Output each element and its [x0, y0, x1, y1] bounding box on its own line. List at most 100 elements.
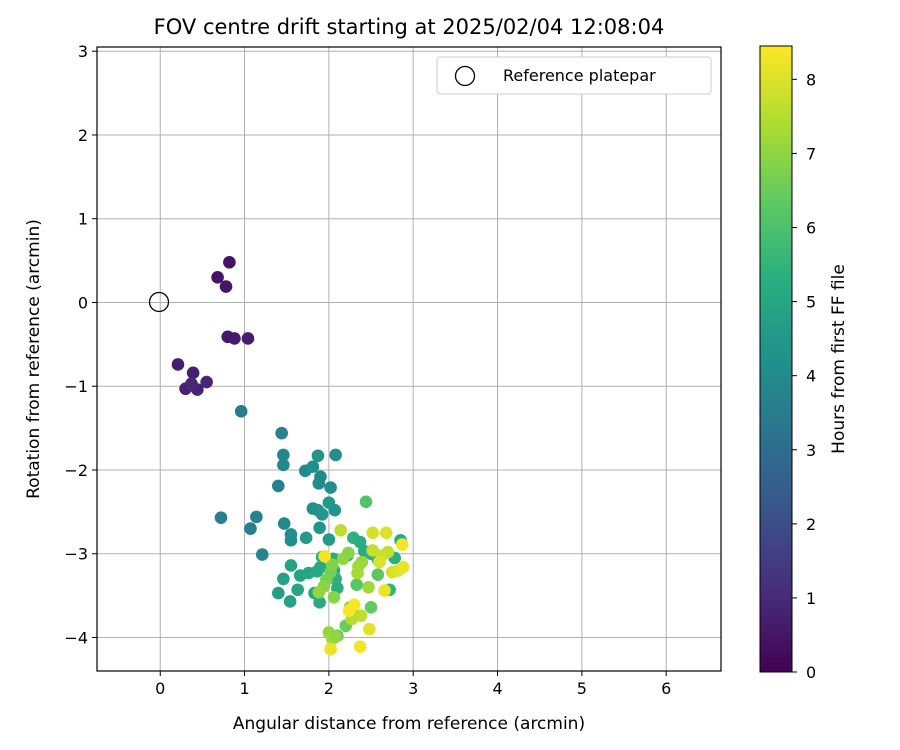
scatter-point [396, 560, 410, 574]
scatter-point [364, 601, 378, 614]
scatter-point [318, 549, 331, 563]
scatter-point [244, 522, 257, 535]
scatter-point [379, 526, 393, 540]
scatter-point [341, 546, 355, 560]
x-tick-label: 1 [239, 679, 249, 698]
scatter-point [329, 630, 342, 643]
x-tick-label: 2 [324, 679, 334, 698]
scatter-point [334, 523, 347, 537]
scatter-point [214, 511, 228, 525]
scatter-point [353, 640, 367, 654]
scatter-point [241, 332, 255, 345]
y-axis-ticks: −4 −3 −2 −1 0 1 2 3 [64, 42, 97, 647]
legend: Reference platepar [436, 56, 712, 95]
scatter-point [275, 426, 288, 440]
scatter-point [378, 584, 391, 597]
scatter-point [284, 534, 298, 547]
y-tick-label: −1 [64, 377, 88, 396]
y-tick-label: −3 [64, 545, 88, 564]
colorbar-gradient [759, 45, 793, 673]
scatter-point [351, 566, 364, 580]
scatter-point [381, 545, 395, 559]
x-tick-label: 5 [577, 679, 587, 698]
scatter-point [371, 568, 385, 581]
scatter-point [211, 271, 224, 284]
colorbar-tick-label: 7 [806, 144, 816, 163]
scatter-point [314, 560, 327, 574]
x-tick-label: 0 [155, 679, 165, 698]
scatter-point [324, 642, 337, 656]
scatter-point [255, 548, 269, 561]
scatter-point [219, 280, 233, 293]
y-tick-label: −4 [64, 628, 88, 647]
scatter-point [313, 521, 326, 535]
scatter-point [395, 538, 409, 551]
scatter-point [291, 583, 304, 597]
x-tick-label: 6 [661, 679, 671, 698]
colorbar-ticks: 0 1 2 3 4 5 6 7 8 [792, 70, 816, 682]
scatter-point [306, 460, 320, 473]
plot-frame [96, 46, 722, 672]
scatter-point [277, 458, 290, 472]
data-points [171, 255, 410, 656]
scatter-point [284, 559, 298, 572]
scatter-point [271, 586, 285, 600]
scatter-point [200, 375, 213, 389]
colorbar-label: Hours from first FF file [829, 264, 849, 454]
colorbar-tick-label: 2 [806, 515, 816, 534]
y-tick-label: 0 [78, 293, 88, 312]
scatter-point [311, 449, 325, 463]
colorbar-tick-label: 8 [806, 70, 816, 89]
scatter-point [312, 585, 326, 599]
scatter-point [277, 517, 291, 530]
scatter-point [366, 526, 380, 540]
y-axis-label: Rotation from reference (arcmin) [24, 219, 44, 499]
scatter-point [228, 332, 241, 345]
scatter-point [186, 366, 200, 380]
y-tick-label: 3 [78, 42, 88, 61]
chart-title: FOV centre drift starting at 2025/02/04 … [154, 15, 665, 39]
x-tick-label: 4 [492, 679, 502, 698]
colorbar-tick-label: 0 [806, 663, 816, 682]
x-axis-label: Angular distance from reference (arcmin) [233, 714, 585, 734]
scatter-point [271, 479, 285, 493]
scatter-point [185, 377, 198, 391]
scatter-point [328, 503, 342, 517]
scatter-point [322, 533, 336, 546]
scatter-point [359, 495, 373, 509]
y-tick-label: 1 [78, 210, 88, 229]
reference-marker [148, 291, 170, 313]
scatter-point [283, 595, 297, 608]
scatter-point [324, 481, 337, 494]
scatter-point [350, 578, 364, 592]
scatter-point [329, 448, 342, 462]
scatter-point [373, 555, 386, 569]
y-tick-label: −2 [64, 461, 88, 480]
legend-marker [454, 65, 476, 87]
colorbar-tick-label: 3 [806, 441, 816, 460]
scatter-point [234, 405, 248, 418]
scatter-point [342, 604, 356, 617]
scatter-point [313, 596, 326, 609]
scatter-point [363, 622, 376, 636]
grid-lines [97, 47, 721, 671]
legend-entry-reference-platepar: Reference platepar [503, 66, 656, 85]
scatter-point [277, 448, 290, 462]
x-tick-label: 3 [408, 679, 418, 698]
colorbar: 0 1 2 3 4 5 6 7 8 Hours from first FF file [759, 45, 849, 682]
scatter-point [366, 544, 380, 557]
colorbar-tick-label: 4 [806, 367, 816, 386]
scatter-point [299, 531, 313, 545]
y-tick-label: 2 [78, 126, 88, 145]
scatter-point [315, 508, 329, 521]
scatter-point [327, 590, 341, 604]
x-axis-ticks: 0 1 2 3 4 5 6 [155, 671, 671, 698]
colorbar-tick-label: 6 [806, 219, 816, 238]
scatter-point [325, 558, 339, 571]
legend-box [436, 56, 712, 95]
colorbar-tick-label: 1 [806, 589, 816, 608]
scatter-point [171, 358, 185, 371]
scatter-point [277, 572, 290, 586]
colorbar-tick-label: 5 [806, 293, 816, 312]
